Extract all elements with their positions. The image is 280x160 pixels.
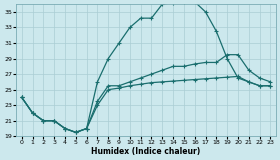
X-axis label: Humidex (Indice chaleur): Humidex (Indice chaleur) xyxy=(92,147,201,156)
